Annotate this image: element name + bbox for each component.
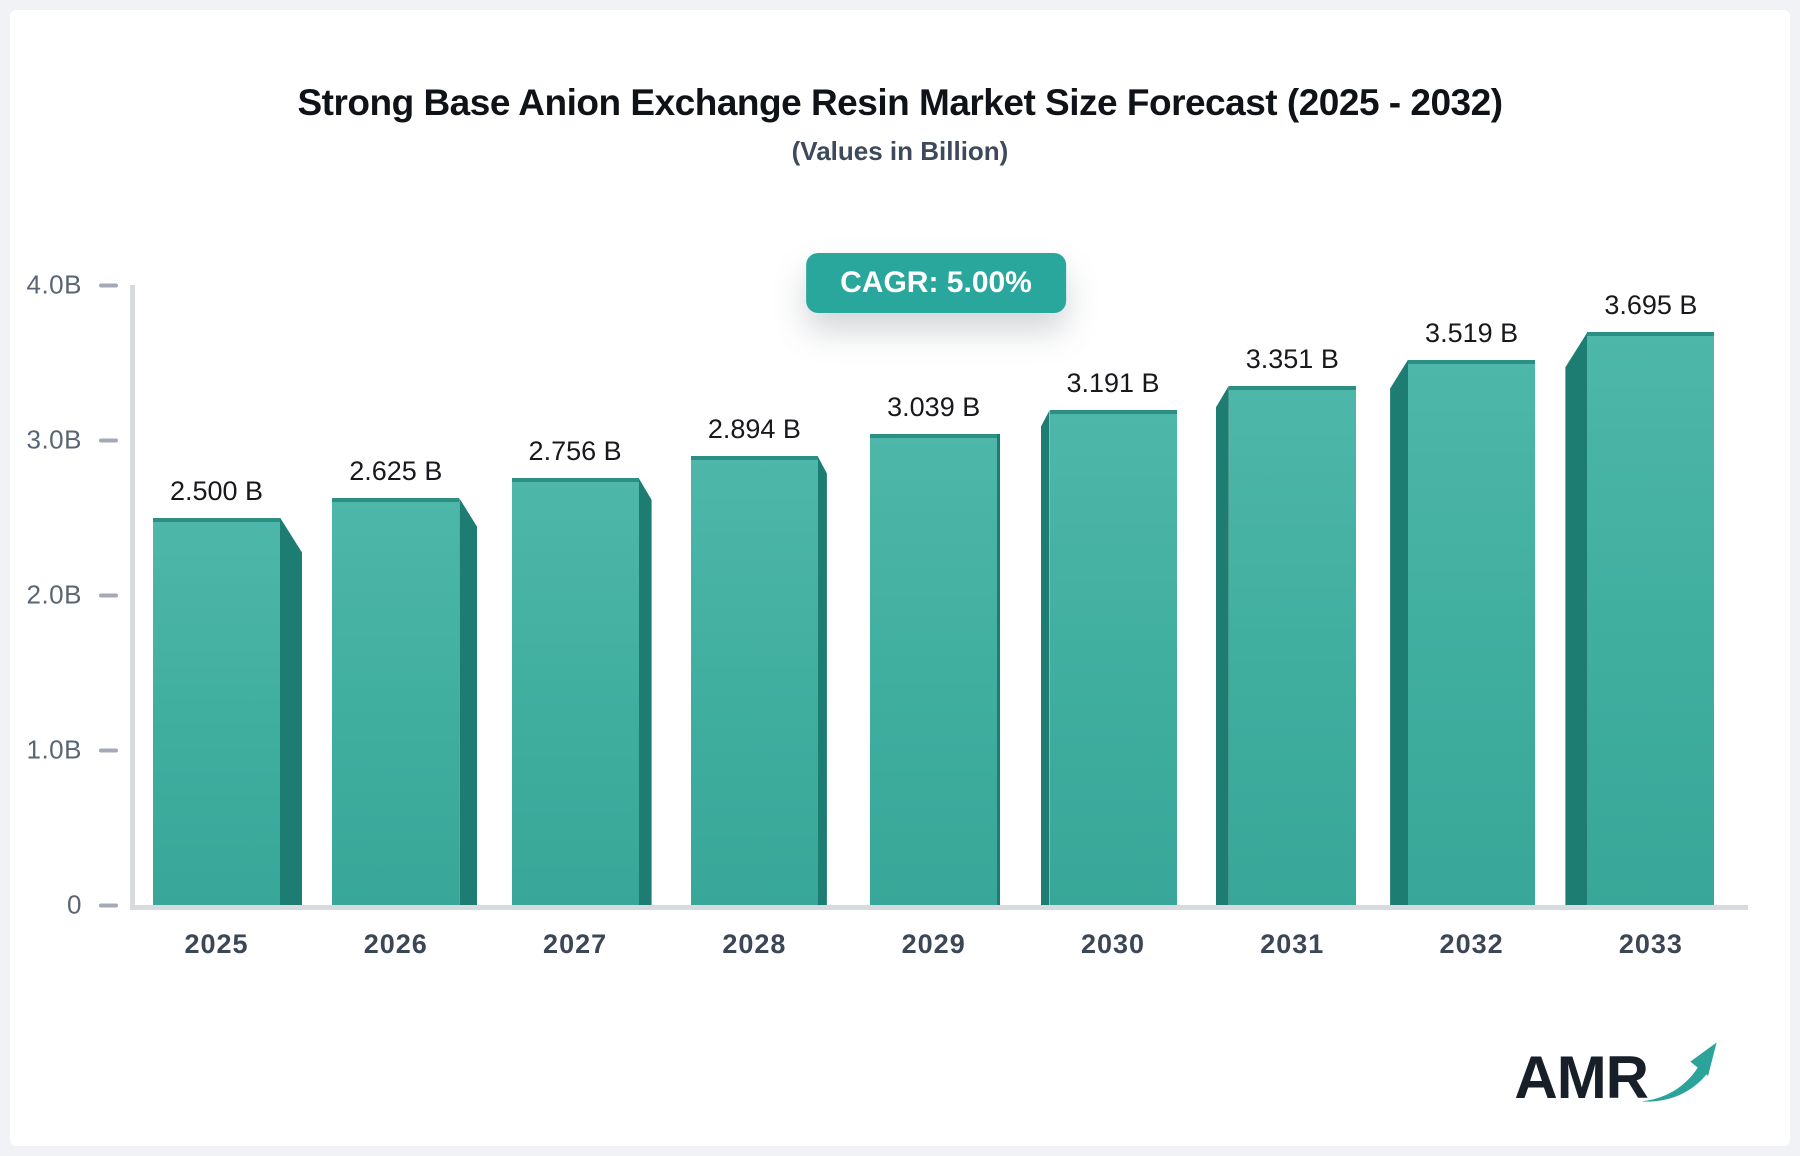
tick-mark xyxy=(99,593,118,597)
y-axis-tick-label: 4.0B xyxy=(26,269,82,300)
chart-subtitle: (Values in Billion) xyxy=(791,136,1009,166)
cagr-badge: CAGR: 5.00% xyxy=(806,253,1066,313)
tick-mark xyxy=(99,748,118,752)
x-axis-label-2032: 2032 xyxy=(1439,929,1504,959)
bar-face xyxy=(1408,359,1536,905)
bar-2026: 2.625 B xyxy=(332,456,478,905)
bar-2025: 2.500 B xyxy=(153,476,302,905)
bar-face xyxy=(870,433,998,905)
bar-2028: 2.894 B xyxy=(690,414,827,905)
bar-2027: 2.756 B xyxy=(511,436,652,905)
bar-value-label: 3.191 B xyxy=(1066,368,1160,399)
bar-top-edge xyxy=(870,433,998,438)
amr-logo: AMR xyxy=(1514,1040,1718,1108)
bar-top-edge xyxy=(1049,410,1177,415)
x-axis-label-2026: 2026 xyxy=(363,929,428,959)
bar-top-edge xyxy=(1408,359,1536,364)
bar-side-shade xyxy=(459,498,478,905)
x-axis-label-2025: 2025 xyxy=(184,929,249,959)
bar-value-label: 2.756 B xyxy=(528,435,622,466)
y-axis-tick: 2.0B xyxy=(26,579,118,611)
bar-2031: 3.351 B xyxy=(1215,344,1356,905)
y-axis-tick: 0 xyxy=(67,890,118,921)
x-axis-label-2027: 2027 xyxy=(543,929,608,959)
amr-logo-text: AMR xyxy=(1514,1044,1649,1111)
bar-value-label: 3.519 B xyxy=(1425,317,1519,348)
growth-arrow-icon xyxy=(1641,1042,1717,1102)
plot-area: 2.500 B 2025 2.625 B 2026 2.756 B 2027 2.894 B… xyxy=(130,285,1748,959)
bar-value-label: 3.351 B xyxy=(1245,343,1339,374)
tick-mark xyxy=(99,283,118,287)
y-axis-tick: 3.0B xyxy=(26,424,118,456)
y-axis-tick-label: 2.0B xyxy=(26,579,82,610)
bar-top-edge xyxy=(690,456,818,461)
bar-side-shade xyxy=(638,477,652,905)
bar-2030: 3.191 B xyxy=(1040,368,1177,905)
bar-2029: 3.039 B xyxy=(870,392,1001,905)
bar-value-label: 2.894 B xyxy=(707,414,801,445)
y-axis-tick: 1.0B xyxy=(26,734,118,766)
page-title: Strong Base Anion Exchange Resin Market … xyxy=(297,82,1503,123)
y-axis-tick-label: 1.0B xyxy=(26,734,82,765)
bar-face xyxy=(1587,332,1715,905)
bar-value-label: 3.695 B xyxy=(1604,290,1698,321)
bar-top-edge xyxy=(1587,332,1715,337)
bar-face xyxy=(511,477,639,905)
tick-mark xyxy=(99,438,118,442)
bar-value-label: 3.039 B xyxy=(887,391,981,422)
bar-face xyxy=(1228,385,1356,905)
bar-side-shade xyxy=(817,456,827,905)
y-axis-tick-label: 0 xyxy=(67,889,82,920)
bar-side-shade xyxy=(997,433,1001,905)
bar-2033: 3.695 B xyxy=(1565,290,1715,905)
bar-top-edge xyxy=(153,517,280,522)
bar-face xyxy=(332,498,460,905)
x-axis-label-2031: 2031 xyxy=(1260,929,1325,959)
bar-face xyxy=(153,517,280,905)
bar-side-shade xyxy=(280,517,302,905)
bar-top-edge xyxy=(1228,385,1356,390)
x-axis-label-2028: 2028 xyxy=(722,929,787,959)
bar-face xyxy=(1049,410,1177,905)
tick-mark xyxy=(99,903,118,907)
bar-2032: 3.519 B xyxy=(1390,318,1536,905)
bar-side-shade xyxy=(1565,332,1588,905)
y-axis-tick-label: 3.0B xyxy=(26,424,82,455)
bar-top-edge xyxy=(332,498,460,503)
y-axis-tick: 4.0B xyxy=(26,269,118,301)
bar-value-label: 2.625 B xyxy=(349,456,443,487)
chart-card: Strong Base Anion Exchange Resin Market … xyxy=(10,10,1790,1146)
x-axis-label-2033: 2033 xyxy=(1618,929,1683,959)
x-axis-label-2029: 2029 xyxy=(901,929,966,959)
bar-side-shade xyxy=(1390,359,1409,905)
bar-top-edge xyxy=(511,477,639,482)
bar-face xyxy=(690,456,818,905)
bar-side-shade xyxy=(1040,410,1050,905)
x-axis-label-2030: 2030 xyxy=(1080,929,1146,959)
y-axis: 4.0B 3.0B 2.0B 1.0B 0 xyxy=(10,270,130,920)
bar-value-label: 2.500 B xyxy=(169,475,264,506)
bar-side-shade xyxy=(1215,385,1229,905)
